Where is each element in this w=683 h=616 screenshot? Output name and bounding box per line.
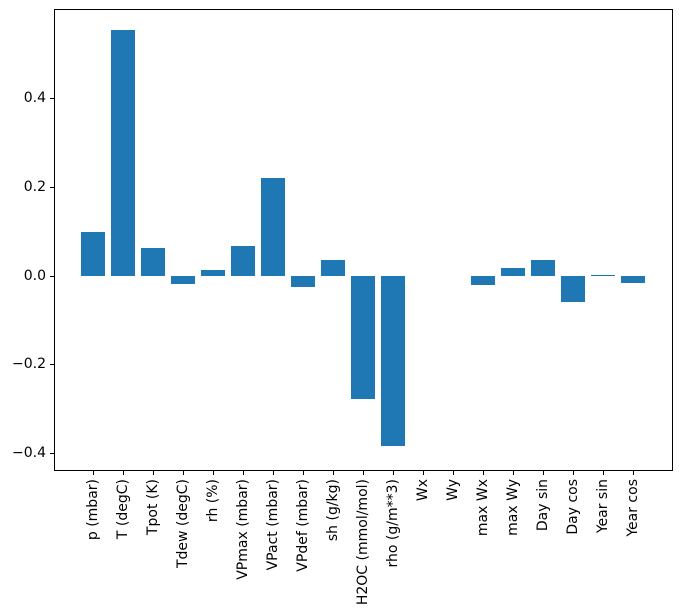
x-tick-mark [123,471,124,475]
bar [471,275,495,286]
x-tick-label: VPact (mbar) [265,479,281,571]
x-tick-label: max Wx [475,479,491,537]
x-tick-mark [633,471,634,475]
x-tick-label: rh (%) [205,479,221,523]
x-tick-label: T (degC) [115,479,131,540]
bar [501,267,525,276]
y-tick-label: −0.4 [12,445,46,461]
bar [81,231,105,276]
bar [171,275,195,284]
x-tick-mark [243,471,244,475]
x-tick-mark [603,471,604,475]
plot-area [54,9,673,471]
x-tick-mark [93,471,94,475]
y-tick-label: 0.4 [23,90,46,106]
x-tick-mark [423,471,424,475]
x-tick-mark [363,471,364,475]
x-tick-label: Year sin [595,479,611,534]
bar [561,275,585,302]
y-tick-mark [50,187,54,188]
bar [141,247,165,276]
x-tick-label: Day sin [535,479,551,532]
y-tick-mark [50,453,54,454]
x-tick-mark [183,471,184,475]
x-tick-label: rho (g/m**3) [385,479,401,568]
x-tick-mark [303,471,304,475]
y-tick-label: 0.2 [23,179,46,195]
x-tick-label: p (mbar) [85,479,101,541]
x-tick-label: Day cos [565,479,581,535]
x-tick-label: Tpot (K) [145,479,161,536]
x-tick-label: Wx [415,479,431,502]
x-tick-mark [483,471,484,475]
bar [291,275,315,287]
y-tick-label: 0.0 [23,268,46,284]
y-tick-mark [50,364,54,365]
x-tick-label: VPmax (mbar) [235,479,251,580]
x-tick-mark [393,471,394,475]
x-tick-label: sh (g/kg) [325,479,341,542]
bar [381,275,405,447]
bar [531,259,555,276]
bar [351,275,375,400]
y-tick-mark [50,98,54,99]
x-tick-mark [333,471,334,475]
bar [231,245,255,276]
x-tick-label: VPdef (mbar) [295,479,311,572]
x-tick-label: Wy [445,479,461,501]
x-tick-label: Year cos [625,479,641,537]
bar [621,275,645,284]
x-tick-label: H2OC (mmol/mol) [355,479,371,606]
x-tick-mark [153,471,154,475]
x-tick-mark [573,471,574,475]
bar [591,274,615,276]
x-tick-mark [213,471,214,475]
x-tick-mark [543,471,544,475]
bar [321,259,345,276]
x-tick-mark [273,471,274,475]
x-tick-mark [453,471,454,475]
bar [111,29,135,276]
x-tick-label: max Wy [505,479,521,536]
x-tick-mark [513,471,514,475]
bar [261,178,285,276]
y-tick-label: −0.2 [12,356,46,372]
bar [201,270,225,276]
x-tick-label: Tdew (degC) [175,479,191,569]
y-tick-mark [50,276,54,277]
